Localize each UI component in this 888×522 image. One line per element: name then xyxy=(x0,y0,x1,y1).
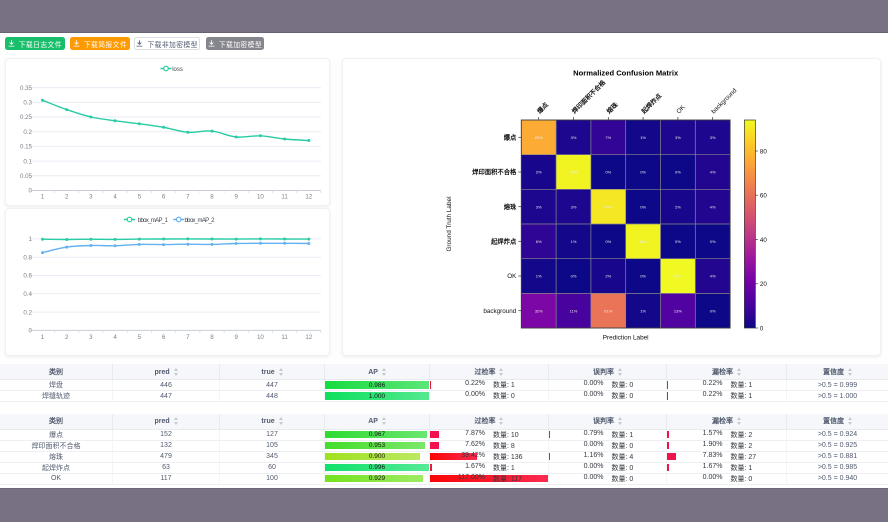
svg-text:0%: 0% xyxy=(709,239,715,244)
svg-text:1: 1 xyxy=(40,334,44,341)
svg-text:0.3: 0.3 xyxy=(23,100,32,107)
svg-text:12: 12 xyxy=(305,194,312,201)
svg-text:4: 4 xyxy=(113,334,117,341)
svg-text:background: background xyxy=(710,87,739,116)
svg-text:3%: 3% xyxy=(709,135,715,140)
svg-text:1%: 1% xyxy=(570,239,576,244)
svg-text:bbox_mAP_1: bbox_mAP_1 xyxy=(137,218,168,224)
svg-text:0: 0 xyxy=(759,325,763,332)
svg-text:0.2: 0.2 xyxy=(23,309,32,316)
svg-text:12: 12 xyxy=(305,334,312,341)
svg-text:4: 4 xyxy=(113,194,117,201)
svg-text:起焊炸点: 起焊炸点 xyxy=(490,237,517,246)
svg-text:3%: 3% xyxy=(535,204,541,209)
svg-text:5: 5 xyxy=(137,334,141,341)
svg-text:OK: OK xyxy=(675,103,687,115)
svg-text:7: 7 xyxy=(186,334,190,341)
svg-text:7: 7 xyxy=(186,194,190,201)
svg-text:熔珠: 熔珠 xyxy=(604,100,620,116)
svg-text:Normalized Confusion Matrix: Normalized Confusion Matrix xyxy=(573,69,679,78)
svg-text:90%: 90% xyxy=(604,204,612,209)
svg-text:6: 6 xyxy=(161,334,165,341)
svg-text:OK: OK xyxy=(507,273,517,280)
svg-text:5: 5 xyxy=(137,194,141,201)
svg-text:8: 8 xyxy=(210,194,214,201)
svg-text:11%: 11% xyxy=(569,308,577,313)
svg-text:2: 2 xyxy=(64,334,68,341)
svg-text:3: 3 xyxy=(89,334,93,341)
svg-text:40: 40 xyxy=(759,237,766,244)
svg-text:7%: 7% xyxy=(605,135,611,140)
svg-text:60: 60 xyxy=(759,193,766,200)
svg-text:11: 11 xyxy=(281,194,288,201)
svg-text:0.6: 0.6 xyxy=(23,273,32,280)
svg-text:13%: 13% xyxy=(673,308,681,313)
svg-text:1%: 1% xyxy=(640,135,646,140)
svg-text:80: 80 xyxy=(759,148,766,155)
svg-text:1%: 1% xyxy=(640,308,646,313)
svg-text:11: 11 xyxy=(281,334,288,341)
svg-text:20: 20 xyxy=(759,281,766,288)
svg-text:10: 10 xyxy=(256,194,263,201)
svg-text:1%: 1% xyxy=(535,274,541,279)
svg-text:0%: 0% xyxy=(605,239,611,244)
svg-text:0.1: 0.1 xyxy=(23,158,32,165)
svg-text:80%: 80% xyxy=(534,135,542,140)
svg-text:Ground Truth Label: Ground Truth Label xyxy=(446,196,453,251)
svg-text:0%: 0% xyxy=(570,274,576,279)
svg-text:熔珠: 熔珠 xyxy=(503,202,516,211)
svg-text:loss: loss xyxy=(172,67,183,73)
svg-text:0.15: 0.15 xyxy=(19,144,32,151)
svg-text:Prediction Label: Prediction Label xyxy=(602,335,648,342)
svg-text:6: 6 xyxy=(161,194,165,201)
svg-text:3%: 3% xyxy=(570,204,576,209)
svg-text:bbox_mAP_2: bbox_mAP_2 xyxy=(184,218,215,224)
svg-text:2: 2 xyxy=(64,194,68,201)
svg-text:0%: 0% xyxy=(675,170,681,175)
svg-text:0%: 0% xyxy=(709,308,715,313)
svg-text:1: 1 xyxy=(40,194,44,201)
svg-text:9: 9 xyxy=(234,194,238,201)
svg-text:93%: 93% xyxy=(639,239,647,244)
svg-text:2%: 2% xyxy=(605,274,611,279)
svg-text:0%: 0% xyxy=(605,170,611,175)
svg-text:4%: 4% xyxy=(709,274,715,279)
svg-text:爆点: 爆点 xyxy=(503,133,516,142)
svg-text:2%: 2% xyxy=(675,204,681,209)
svg-text:0.8: 0.8 xyxy=(23,254,32,261)
svg-text:4%: 4% xyxy=(709,170,715,175)
svg-text:93%: 93% xyxy=(569,170,577,175)
svg-text:background: background xyxy=(483,308,516,315)
svg-text:10: 10 xyxy=(256,334,263,341)
svg-text:61%: 61% xyxy=(604,308,612,313)
svg-text:9: 9 xyxy=(234,334,238,341)
svg-text:6%: 6% xyxy=(535,239,541,244)
svg-text:0.25: 0.25 xyxy=(19,114,32,121)
svg-text:32%: 32% xyxy=(534,308,542,313)
svg-text:3: 3 xyxy=(89,194,93,201)
svg-text:95%: 95% xyxy=(673,274,681,279)
svg-text:起焊炸点: 起焊炸点 xyxy=(638,91,663,116)
svg-text:3%: 3% xyxy=(570,135,576,140)
svg-text:2%: 2% xyxy=(535,170,541,175)
svg-text:焊印面积不合格: 焊印面积不合格 xyxy=(569,77,607,115)
svg-text:焊印面积不合格: 焊印面积不合格 xyxy=(472,167,517,176)
svg-text:0.35: 0.35 xyxy=(19,85,32,92)
svg-text:0%: 0% xyxy=(640,204,646,209)
svg-text:4%: 4% xyxy=(709,204,715,209)
svg-text:0%: 0% xyxy=(640,274,646,279)
svg-text:1: 1 xyxy=(28,236,32,243)
svg-text:3%: 3% xyxy=(675,135,681,140)
svg-text:0%: 0% xyxy=(640,170,646,175)
svg-text:0.2: 0.2 xyxy=(23,129,32,136)
svg-text:0.05: 0.05 xyxy=(19,173,32,180)
svg-text:0.4: 0.4 xyxy=(23,291,32,298)
svg-text:爆点: 爆点 xyxy=(534,100,550,116)
svg-text:0%: 0% xyxy=(675,239,681,244)
svg-text:8: 8 xyxy=(210,334,214,341)
